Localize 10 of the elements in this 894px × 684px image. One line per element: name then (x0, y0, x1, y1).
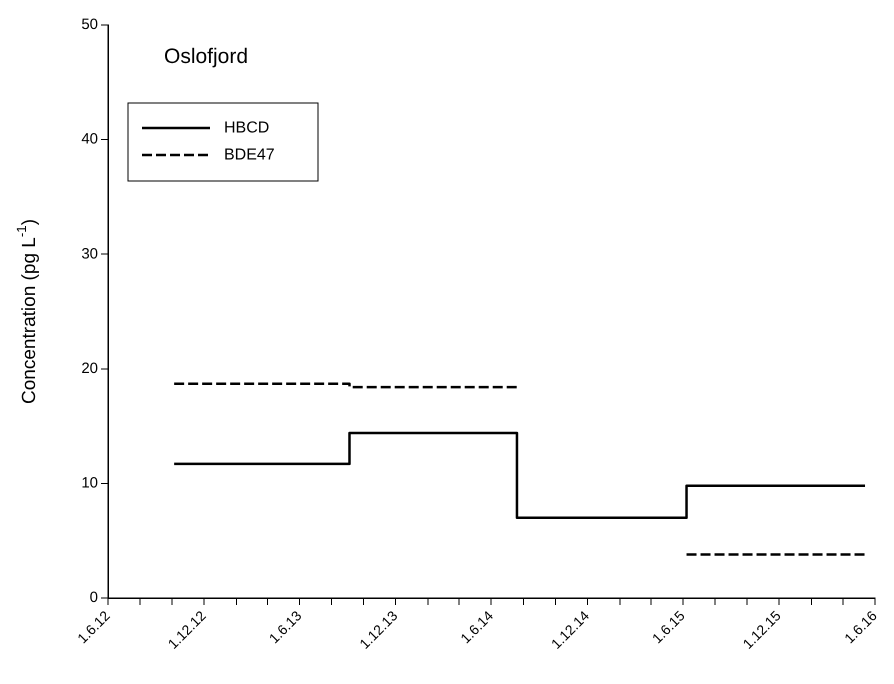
legend-label: HBCD (224, 119, 270, 136)
y-tick-label: 10 (81, 474, 98, 492)
y-tick-label: 30 (81, 245, 98, 262)
y-tick-label: 20 (81, 360, 98, 377)
y-tick-label: 40 (81, 130, 98, 148)
y-axis-title: Concentration (pg L-1) (14, 218, 40, 404)
y-tick-label: 0 (90, 589, 98, 606)
legend-label: BDE47 (224, 146, 275, 164)
y-tick-label: 50 (81, 16, 98, 34)
text: Oslofjord (164, 44, 248, 68)
